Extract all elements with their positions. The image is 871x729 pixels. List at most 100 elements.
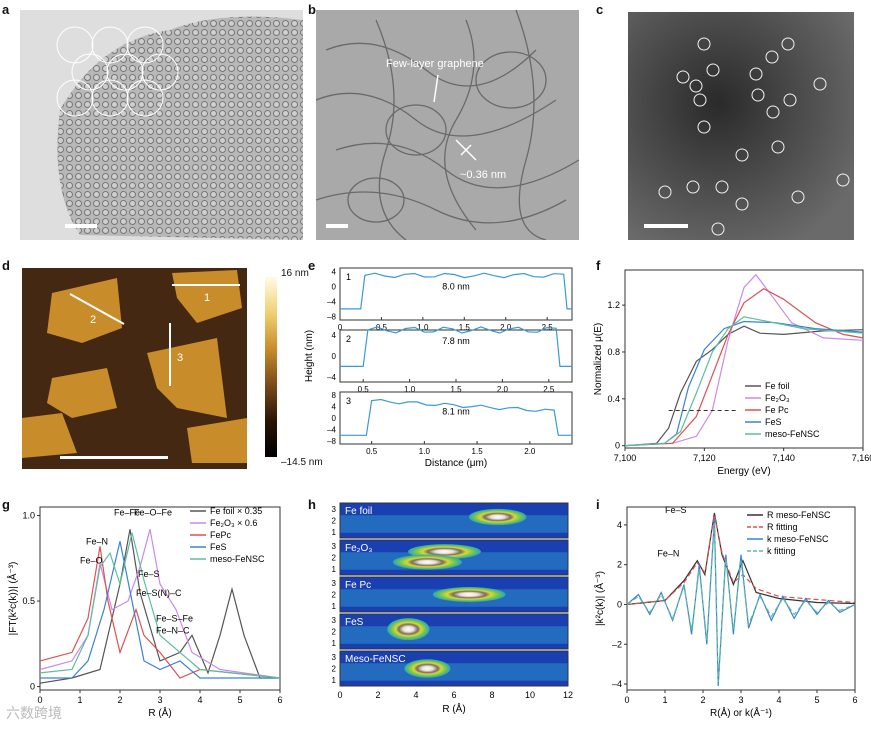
- panel-label-g: g: [2, 497, 10, 512]
- sphere-model-icon: [56, 26, 179, 117]
- y-tick-label: 0.8: [607, 347, 620, 357]
- panel-label-i: i: [596, 497, 600, 512]
- profile-id-1: 1: [346, 272, 351, 282]
- peak-annotation-0: Fe–Fe: [114, 508, 140, 518]
- plot-frame: [624, 269, 864, 449]
- legend-entry-1: Fe₂O₃ × 0.6: [210, 518, 257, 528]
- height-profile-3: [340, 398, 572, 436]
- profile-x-tick-label: 0: [338, 323, 343, 332]
- legend-entry-3: FeS: [765, 417, 782, 427]
- wavelet-row-frame-4: [339, 650, 569, 687]
- tem-image-a: [20, 10, 303, 240]
- wavelet-y-tick: 1: [332, 676, 337, 685]
- height-profile-1: [340, 272, 572, 310]
- x-axis-label: Energy (eV): [717, 466, 770, 477]
- wavelet-blob-3-0: [387, 618, 430, 641]
- lattice-marker: [455, 139, 477, 161]
- profile-x-tick-label: 1.0: [417, 323, 429, 332]
- scale-bar-b: [326, 224, 348, 228]
- wavelet-y-tick: 1: [332, 602, 337, 611]
- colorbar-max-label: 16 nm: [281, 268, 309, 279]
- arrow-graphene: [433, 74, 439, 103]
- tem-texture-a: [20, 10, 303, 240]
- x-tick-label: 8: [489, 690, 494, 700]
- line-label-1: 1: [204, 292, 210, 304]
- series-line-2: [39, 546, 281, 679]
- wavelet-row-label-3: FeS: [345, 617, 364, 628]
- x-tick-label: 6: [852, 695, 857, 705]
- ft-exafs-chart-g: 0 1 2 3 4 5 6 0 0.5 1.0 R (Å) |FT(k²c(k))| (Å⁻³) Fe …: [6, 506, 283, 719]
- single-atom-markers: [658, 37, 850, 236]
- peak-annotation-2: Fe–N: [86, 537, 108, 547]
- series-line-3: [624, 320, 864, 447]
- wavelet-band-3: [340, 626, 568, 644]
- profile-y-tick: –8: [327, 312, 336, 321]
- panel-label-c: c: [596, 2, 604, 17]
- x-tick-label: 7,100: [614, 453, 637, 463]
- peak-annotation-fe-s: Fe–S: [665, 505, 687, 515]
- peak-annotation-1: Fe–O–Fe: [134, 508, 172, 518]
- wavelet-blob-0-0: [468, 508, 527, 526]
- wavelet-row-frame-1: [339, 539, 569, 576]
- y-tick-label: 1.2: [607, 300, 620, 310]
- x-tick-label: 5: [814, 695, 819, 705]
- wavelet-y-tick: 1: [332, 565, 337, 574]
- y-tick-label: –4: [612, 679, 622, 689]
- x-tick-label: 1: [77, 695, 82, 705]
- x-tick-label: 4: [413, 690, 418, 700]
- x-tick-label: 2: [375, 690, 380, 700]
- profile-x-tick-label: 1.5: [459, 323, 471, 332]
- panel-label-e: e: [308, 258, 316, 273]
- wavelet-y-tick: 3: [332, 579, 337, 588]
- x-tick-label: 5: [237, 695, 242, 705]
- profile-x-tick-label: 1.0: [419, 447, 431, 456]
- wavelet-y-tick: 2: [332, 554, 337, 563]
- wavelet-row-frame-3: [339, 613, 569, 650]
- series-line-2: [624, 287, 864, 447]
- profile-y-tick: 4: [332, 331, 337, 340]
- wavelet-y-tick: 2: [332, 628, 337, 637]
- legend-entry-0: R meso-FeNSC: [767, 510, 831, 520]
- wavelet-row-label-0: Fe foil: [345, 506, 372, 517]
- legend-entry-2: Fe Pc: [765, 405, 789, 415]
- x-tick-label: 7,120: [693, 453, 716, 463]
- wavelet-y-tick: 3: [332, 505, 337, 514]
- x-tick-label: 6: [451, 690, 456, 700]
- profile-frame-3: [339, 391, 573, 445]
- wavelet-blob-1-1: [392, 554, 462, 570]
- peak-annotation-3: Fe–O: [80, 555, 103, 565]
- peak-annotation-7: Fe–N–C: [156, 626, 190, 636]
- wavelet-y-tick: 1: [332, 639, 337, 648]
- profile-id-2: 2: [346, 334, 351, 344]
- wavelet-row-label-2: Fe Pc: [345, 580, 371, 591]
- xanes-chart-f: 7,100 7,120 7,140 7,160 0 0.4 0.8 1.2 Energy (eV…: [593, 269, 871, 477]
- x-tick-label: 0: [337, 690, 342, 700]
- legend-entry-1: Fe₂O₃: [765, 393, 790, 403]
- profile-x-tick-label: 1.5: [472, 447, 484, 456]
- profile-y-tick: 8: [332, 391, 337, 400]
- peak-annotation-fe-n: Fe–N: [657, 549, 679, 559]
- profile-y-tick: 0: [332, 414, 337, 423]
- profile-x-tick-label: 2.0: [500, 323, 512, 332]
- legend-entry-2: k meso-FeNSC: [767, 534, 829, 544]
- y-tick-label: 0.5: [22, 596, 35, 606]
- series-line-4: [624, 316, 864, 447]
- x-tick-label: 10: [525, 690, 535, 700]
- profile-x-tick-label: 0.5: [358, 385, 370, 394]
- profile-y-tick: –4: [327, 426, 336, 435]
- x-tick-label: 3: [157, 695, 162, 705]
- y-tick-label: 0: [30, 682, 35, 692]
- x-tick-label: 3: [738, 695, 743, 705]
- watermark: 六数跨境: [6, 705, 62, 721]
- peak-annotation-6: Fe–S–Fe: [156, 614, 193, 624]
- legend-entry-0: Fe foil: [765, 381, 790, 391]
- wavelet-row-frame-0: [339, 502, 569, 539]
- wavelet-y-tick: 3: [332, 653, 337, 662]
- afm-image-d: 1 2 3: [22, 268, 247, 469]
- profile-x-tick-label: 2.0: [497, 385, 509, 394]
- wavelet-y-tick: 1: [332, 528, 337, 537]
- haadf-texture-c: [628, 12, 854, 240]
- series-line-1: [39, 529, 281, 679]
- y-tick-label: 4: [617, 520, 622, 530]
